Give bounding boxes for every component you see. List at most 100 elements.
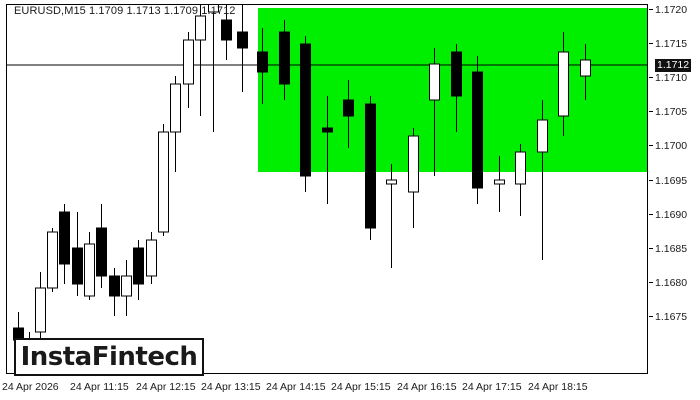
- price-tick-value: 1.1720: [655, 4, 688, 16]
- candlestick: [84, 232, 95, 300]
- candle-body-bearish: [109, 275, 120, 297]
- candle-body-bearish: [96, 227, 107, 277]
- price-tick-mark: [649, 145, 653, 147]
- candlestick: [121, 260, 132, 316]
- brand-logo: InstaFintech: [14, 338, 204, 376]
- candle-body-bullish: [494, 179, 505, 185]
- candle-body-bullish: [146, 239, 157, 277]
- candlestick: [237, 5, 248, 92]
- current-price-label: 1.1712: [655, 59, 692, 72]
- price-tick-label: 1.1715: [649, 38, 687, 50]
- candlestick: [537, 100, 548, 260]
- time-tick-label: 24 Apr 14:15: [266, 381, 326, 393]
- candle-body-bearish: [221, 19, 232, 41]
- candle-body-bullish: [195, 15, 206, 41]
- candlestick: [322, 96, 333, 204]
- brand-logo-text: InstaFintech: [20, 342, 198, 372]
- candle-body-bullish: [84, 243, 95, 297]
- price-tick-mark: [649, 282, 653, 284]
- candle-body-bullish: [121, 275, 132, 297]
- time-tick-label: 24 Apr 17:15: [462, 381, 522, 393]
- price-tick-label: 1.1710: [649, 72, 687, 84]
- price-tick-label: 1.1695: [649, 175, 687, 187]
- price-tick-value: 1.1715: [655, 38, 688, 50]
- candle-body-bearish: [279, 31, 290, 85]
- time-axis[interactable]: 24 Apr 2026 24 Apr 11:15 24 Apr 12:15 24 Ap…: [0, 378, 700, 400]
- price-tick-mark: [649, 316, 653, 318]
- price-tick-label: 1.1700: [649, 140, 687, 152]
- candlestick: [158, 124, 169, 236]
- price-tick-label: 1.1685: [649, 243, 687, 255]
- candlestick: [170, 76, 181, 172]
- candlestick: [47, 228, 58, 292]
- candle-body-bearish: [343, 99, 354, 117]
- candlestick: [146, 232, 157, 284]
- price-tick-mark: [649, 111, 653, 113]
- candlestick: [580, 44, 591, 100]
- candle-body-bullish: [183, 39, 194, 85]
- candle-body-bullish: [515, 151, 526, 185]
- candlestick: [343, 80, 354, 148]
- price-tick-mark: [649, 43, 653, 45]
- time-tick-label: 24 Apr 16:15: [397, 381, 457, 393]
- candle-body-bearish: [322, 127, 333, 133]
- time-tick-label: 24 Apr 15:15: [331, 381, 391, 393]
- candlestick: [494, 156, 505, 212]
- candlestick: [429, 48, 440, 176]
- candlestick: [195, 5, 206, 116]
- candle-body-bearish: [472, 71, 483, 189]
- price-tick-mark: [649, 9, 653, 11]
- candle-body-bullish: [408, 135, 419, 193]
- candlestick: [515, 144, 526, 216]
- candlestick: [365, 96, 376, 240]
- time-tick-label: 24 Apr 18:15: [528, 381, 588, 393]
- candle-body-bearish: [365, 103, 376, 229]
- price-tick-mark: [649, 214, 653, 216]
- candlestick-plot: [7, 5, 647, 373]
- candlestick: [183, 32, 194, 108]
- time-tick-label: 24 Apr 2026: [2, 381, 59, 393]
- candlestick: [72, 212, 83, 296]
- candlestick: [558, 32, 569, 136]
- price-tick-value: 1.1695: [655, 175, 688, 187]
- price-tick-value: 1.1685: [655, 243, 688, 255]
- symbol-header: EURUSD,M15 1.1709 1.1713 1.1709 1.1712: [14, 5, 236, 17]
- price-tick-mark: [649, 248, 653, 250]
- candle-body-bearish: [451, 51, 462, 97]
- candle-body-bullish: [35, 287, 46, 333]
- price-tick-value: 1.1680: [655, 277, 688, 289]
- candlestick: [221, 5, 232, 60]
- candlestick: [257, 28, 268, 104]
- candle-body-bullish: [170, 83, 181, 133]
- price-tick-label: 1.1690: [649, 209, 687, 221]
- candlestick: [451, 44, 462, 132]
- candle-body-bullish: [158, 131, 169, 233]
- candlestick: [109, 268, 120, 316]
- candle-body-bullish: [208, 5, 219, 13]
- price-tick-mark: [649, 180, 653, 182]
- candlestick: [472, 56, 483, 204]
- candlestick: [59, 204, 70, 284]
- price-tick-label: 1.1675: [649, 311, 687, 323]
- candle-body-bullish: [580, 59, 591, 77]
- price-axis[interactable]: 1.1720 1.1715 1.1710 1.1705 1.1700 1.1695 1.16…: [649, 0, 700, 400]
- candle-body-bullish: [386, 179, 397, 185]
- candle-body-bullish: [47, 231, 58, 289]
- candlestick: [386, 164, 397, 268]
- price-tick-value: 1.1700: [655, 140, 688, 152]
- time-tick-label: 24 Apr 11:15: [70, 381, 129, 393]
- candlestick: [96, 204, 107, 288]
- price-tick-label: 1.1720: [649, 4, 687, 16]
- price-tick-mark: [649, 77, 653, 79]
- candle-body-bullish: [558, 51, 569, 117]
- candlestick: [279, 20, 290, 100]
- time-tick-label: 24 Apr 12:15: [136, 381, 196, 393]
- price-tick-value: 1.1690: [655, 209, 688, 221]
- chart-plot-area[interactable]: [6, 4, 648, 374]
- candle-body-bearish: [59, 211, 70, 265]
- candle-body-bearish: [300, 43, 311, 177]
- candle-body-bullish: [429, 63, 440, 101]
- candle-body-bearish: [133, 247, 144, 285]
- price-tick-label: 1.1680: [649, 277, 687, 289]
